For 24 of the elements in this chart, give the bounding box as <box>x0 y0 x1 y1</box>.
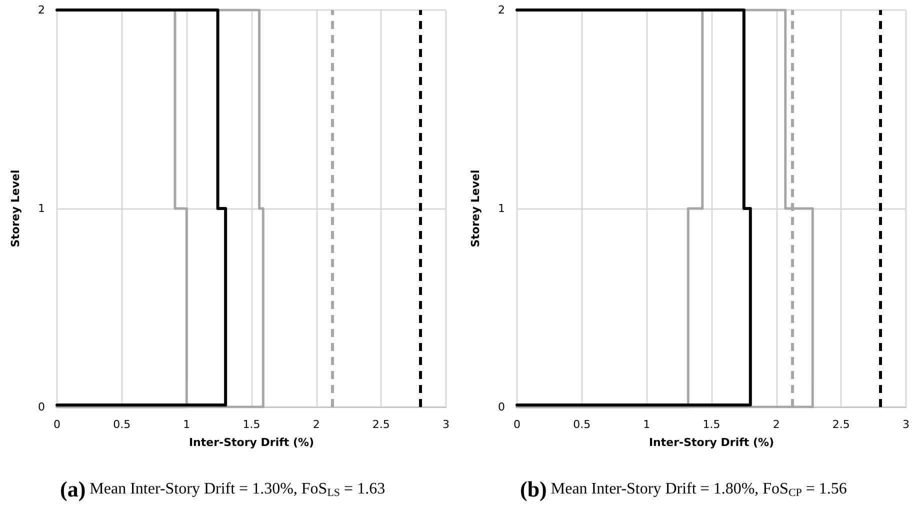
y-axis-title: Storey Level <box>9 170 22 248</box>
y-tick-label: 2 <box>498 4 505 16</box>
x-axis-title: Inter-Story Drift (%) <box>188 436 314 449</box>
x-tick-label: 1.5 <box>702 418 720 431</box>
x-tick-label: 0 <box>54 418 60 431</box>
x-tick-label: 0.5 <box>113 418 131 431</box>
y-axis-title: Storey Level <box>469 170 482 248</box>
x-tick-label: 3 <box>442 418 450 431</box>
y-tick-label: 0 <box>498 400 505 414</box>
x-tick-label: 3 <box>902 418 910 431</box>
x-tick-label: 2.5 <box>832 418 850 431</box>
y-tick-label: 2 <box>38 4 45 16</box>
x-tick-label: 0 <box>514 418 520 431</box>
x-tick-label: 1 <box>183 418 190 431</box>
y-tick-label: 1 <box>38 202 45 215</box>
x-tick-label: 1.5 <box>242 418 260 431</box>
x-tick-label: 1 <box>643 418 650 431</box>
x-axis-title: Inter-Story Drift (%) <box>648 436 774 449</box>
x-tick-label: 2 <box>312 418 320 431</box>
y-tick-label: 1 <box>498 202 505 215</box>
x-tick-label: 2.5 <box>372 418 390 431</box>
x-tick-label: 0.5 <box>573 418 591 431</box>
y-tick-label: 0 <box>38 400 45 414</box>
x-tick-label: 2 <box>772 418 780 431</box>
